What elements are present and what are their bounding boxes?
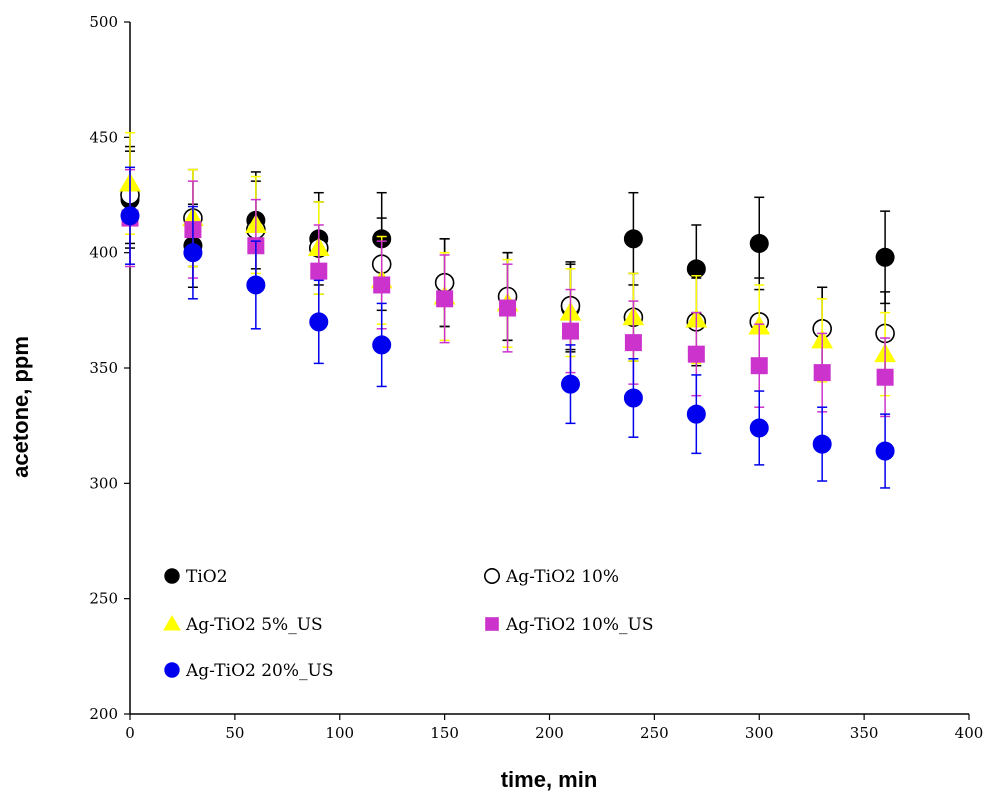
x-tick-label: 350 <box>850 724 879 742</box>
x-tick-label: 200 <box>535 724 564 742</box>
legend-marker <box>164 568 180 584</box>
data-point <box>686 404 706 424</box>
data-point <box>246 275 266 295</box>
axes: 0 50 100 150 200 250 300 350 400 200 250 300 350 400 4… <box>89 13 983 742</box>
series-layer <box>119 131 896 489</box>
data-point <box>876 368 894 386</box>
y-tick-label: 300 <box>89 474 118 492</box>
legend-label: Ag-TiO2 5%_US <box>185 615 323 635</box>
legend-item: TiO2 <box>164 567 228 587</box>
x-tick-label: 250 <box>640 724 669 742</box>
y-tick-label: 400 <box>89 244 118 262</box>
x-tick-label: 150 <box>430 724 459 742</box>
data-point <box>436 290 454 308</box>
data-point <box>687 345 705 363</box>
series-3 <box>121 168 894 418</box>
data-point <box>812 434 832 454</box>
data-point <box>120 206 140 226</box>
legend-marker <box>164 662 180 678</box>
legend-marker <box>483 567 500 584</box>
data-point <box>749 233 769 253</box>
y-tick-label: 350 <box>89 359 118 377</box>
x-tick-label: 50 <box>225 724 244 742</box>
y-tick-label: 500 <box>89 13 118 31</box>
x-tick-label: 400 <box>955 724 984 742</box>
data-point <box>561 322 579 340</box>
y-axis-title: acetone, ppm <box>8 336 33 478</box>
data-point <box>309 312 329 332</box>
data-point <box>560 374 580 394</box>
data-point <box>624 334 642 352</box>
data-point <box>875 247 895 267</box>
legend: TiO2 Ag-TiO2 10% Ag-TiO2 5%_US Ag-TiO2 10%_… <box>163 567 654 681</box>
series-4 <box>120 166 895 489</box>
data-point <box>875 441 895 461</box>
x-tick-label: 300 <box>745 724 774 742</box>
data-point <box>372 335 392 355</box>
data-point <box>623 388 643 408</box>
legend-label: Ag-TiO2 10% <box>505 567 619 587</box>
data-point <box>373 276 391 294</box>
x-tick-label: 100 <box>325 724 354 742</box>
legend-marker <box>163 614 181 631</box>
legend-item: Ag-TiO2 20%_US <box>164 661 334 681</box>
legend-label: TiO2 <box>186 567 228 587</box>
legend-item: Ag-TiO2 10% <box>483 567 619 587</box>
data-point <box>183 243 203 263</box>
y-tick-label: 450 <box>89 128 118 146</box>
legend-label: Ag-TiO2 20%_US <box>185 661 334 681</box>
data-point <box>623 229 643 249</box>
x-axis-title: time, min <box>501 767 598 792</box>
y-tick-label: 200 <box>89 705 118 723</box>
data-point <box>499 299 517 317</box>
legend-item: Ag-TiO2 10%_US <box>485 615 654 635</box>
data-point <box>749 418 769 438</box>
data-point <box>310 262 328 280</box>
legend-marker <box>485 617 499 631</box>
data-point <box>813 364 831 382</box>
data-point <box>750 357 768 375</box>
x-tick-label: 0 <box>125 724 135 742</box>
legend-label: Ag-TiO2 10%_US <box>505 615 654 635</box>
y-tick-label: 250 <box>89 590 118 608</box>
legend-item: Ag-TiO2 5%_US <box>163 614 323 635</box>
